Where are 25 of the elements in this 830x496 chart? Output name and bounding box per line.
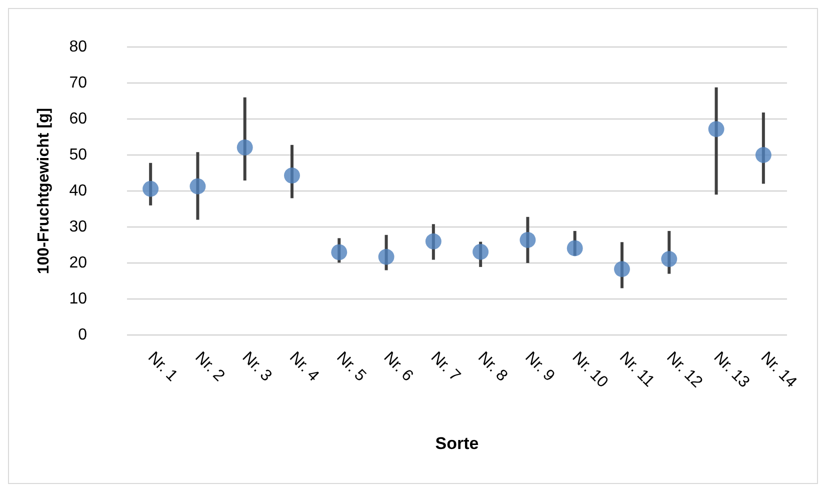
- x-tick-label: Nr. 6: [380, 348, 416, 385]
- x-tick-label: Nr. 1: [144, 348, 181, 385]
- x-tick-label: Nr. 11: [616, 348, 658, 390]
- y-axis-title: 100-Fruchtgewicht [g]: [36, 108, 52, 274]
- x-tick-label: Nr. 9: [522, 348, 558, 385]
- x-axis-title: Sorte: [435, 434, 479, 453]
- x-tick-label: Nr. 8: [474, 348, 511, 385]
- y-tick-label: 60: [69, 110, 88, 128]
- x-tick-label: Nr. 3: [238, 348, 275, 385]
- x-tick-label: Nr. 5: [333, 348, 370, 385]
- x-tick-label: Nr. 14: [757, 348, 800, 392]
- x-tick-label: Nr. 13: [710, 348, 753, 392]
- y-tick-label: 40: [69, 182, 88, 200]
- y-tick-label: 30: [69, 218, 88, 236]
- y-tick-label: 0: [78, 326, 88, 344]
- y-tick-label: 70: [69, 74, 88, 92]
- y-tick-label: 20: [69, 254, 88, 272]
- x-tick-label: Nr. 4: [286, 348, 322, 385]
- y-tick-label: 80: [69, 38, 88, 56]
- x-tick-label: Nr. 12: [663, 348, 706, 392]
- y-tick-label: 10: [69, 290, 88, 308]
- y-tick-label: 50: [69, 146, 88, 164]
- x-tick-label: Nr. 7: [427, 348, 464, 385]
- x-tick-label: Nr. 10: [568, 348, 612, 392]
- x-tick-label: Nr. 2: [192, 348, 228, 385]
